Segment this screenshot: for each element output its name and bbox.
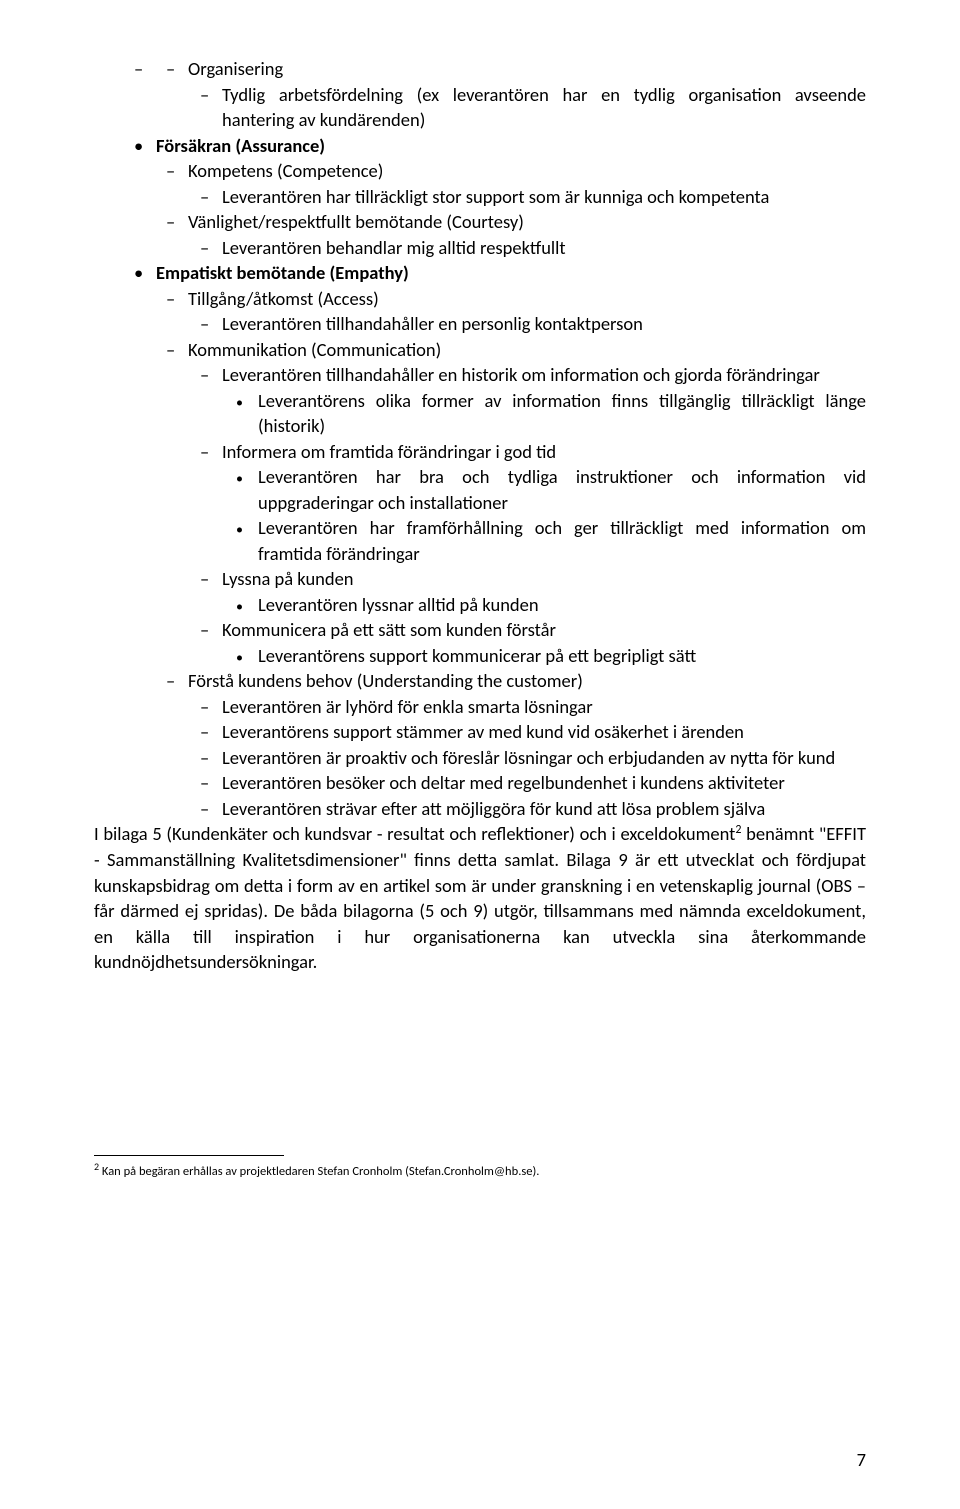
list-item: Leverantören har tillräckligt stor suppo… [222, 184, 866, 210]
list-item: Kommunicera på ett sätt som kunden först… [222, 617, 866, 668]
text: Empatiskt bemötande (Empathy) [156, 261, 409, 284]
list-item: Leverantören tillhandahåller en historik… [222, 362, 866, 439]
list-item: Leverantören har bra och tydliga instruk… [258, 464, 866, 515]
text: Leverantören lyssnar alltid på kunden [258, 593, 539, 616]
footnote: 2 Kan på begäran erhållas av projektleda… [94, 1160, 866, 1181]
text: Leverantören tillhandahåller en historik… [222, 363, 820, 386]
text: Informera om framtida förändringar i god… [222, 440, 556, 463]
list-item: Leverantören strävar efter att möjliggör… [222, 796, 866, 822]
list-item: Empatiskt bemötande (Empathy) Tillgång/å… [156, 260, 866, 821]
text: Leverantörens olika former av informatio… [258, 389, 866, 438]
footnote-rule [94, 1155, 284, 1156]
footnote-text: Kan på begäran erhållas av projektledare… [99, 1164, 539, 1179]
page-number: 7 [857, 1447, 866, 1473]
list-item: Leverantören besöker och deltar med rege… [222, 770, 866, 796]
list-item: Förstå kundens behov (Understanding the … [188, 668, 866, 821]
list-item: Kompetens (Competence) Leverantören har … [188, 158, 866, 209]
list-item: Leverantören tillhandahåller en personli… [222, 311, 866, 337]
list-item: Tillgång/åtkomst (Access) Leverantören t… [188, 286, 866, 337]
list-item: Leverantören är lyhörd för enkla smarta … [222, 694, 866, 720]
text: Leverantören besöker och deltar med rege… [222, 771, 785, 794]
body-paragraph: I bilaga 5 (Kundenkäter och kundsvar - r… [94, 821, 866, 974]
text: I bilaga 5 (Kundenkäter och kundsvar - r… [94, 822, 735, 845]
outline-root: Organisering Tydlig arbetsfördelning (ex… [94, 56, 866, 821]
text: Leverantören är proaktiv och föreslår lö… [222, 746, 835, 769]
list-item: Försäkran (Assurance) Kompetens (Compete… [156, 133, 866, 261]
text: Leverantören tillhandahåller en personli… [222, 312, 643, 335]
list-item: Leverantören har framförhållning och ger… [258, 515, 866, 566]
text: Vänlighet/respektfullt bemötande (Courte… [188, 210, 524, 233]
text: Leverantören behandlar mig alltid respek… [222, 236, 566, 259]
text: Leverantörens support kommunicerar på et… [258, 644, 696, 667]
text: Leverantören strävar efter att möjliggör… [222, 797, 765, 820]
text: Kommunicera på ett sätt som kunden först… [222, 618, 556, 641]
text: Leverantörens support stämmer av med kun… [222, 720, 744, 743]
text: Leverantören är lyhörd för enkla smarta … [222, 695, 593, 718]
list-item: Leverantörens support stämmer av med kun… [222, 719, 866, 745]
text: Förstå kundens behov (Understanding the … [188, 669, 583, 692]
text: Organisering [188, 57, 283, 80]
list-item: Tydlig arbetsfördelning (ex leverantören… [222, 82, 866, 133]
list-item: Leverantören är proaktiv och föreslår lö… [222, 745, 866, 771]
text: Tillgång/åtkomst (Access) [188, 287, 379, 310]
text: Försäkran (Assurance) [156, 134, 325, 157]
text: Kompetens (Competence) [188, 159, 383, 182]
list-item: Organisering Tydlig arbetsfördelning (ex… [188, 56, 866, 133]
list-item: Leverantören behandlar mig alltid respek… [222, 235, 866, 261]
text: Kommunikation (Communication) [188, 338, 441, 361]
list-item: Leverantörens support kommunicerar på et… [258, 643, 866, 669]
text: Lyssna på kunden [222, 567, 354, 590]
text: Tydlig arbetsfördelning (ex leverantören… [222, 83, 866, 132]
list-item: Informera om framtida förändringar i god… [222, 439, 866, 567]
list-item: Kommunikation (Communication) Leverantör… [188, 337, 866, 669]
list-item: Leverantören lyssnar alltid på kunden [258, 592, 866, 618]
text: Leverantören har bra och tydliga instruk… [258, 465, 866, 514]
list-item: Vänlighet/respektfullt bemötande (Courte… [188, 209, 866, 260]
list-item: Lyssna på kunden Leverantören lyssnar al… [222, 566, 866, 617]
text: Leverantören har tillräckligt stor suppo… [222, 185, 769, 208]
list-item: Leverantörens olika former av informatio… [258, 388, 866, 439]
text: Leverantören har framförhållning och ger… [258, 516, 866, 565]
